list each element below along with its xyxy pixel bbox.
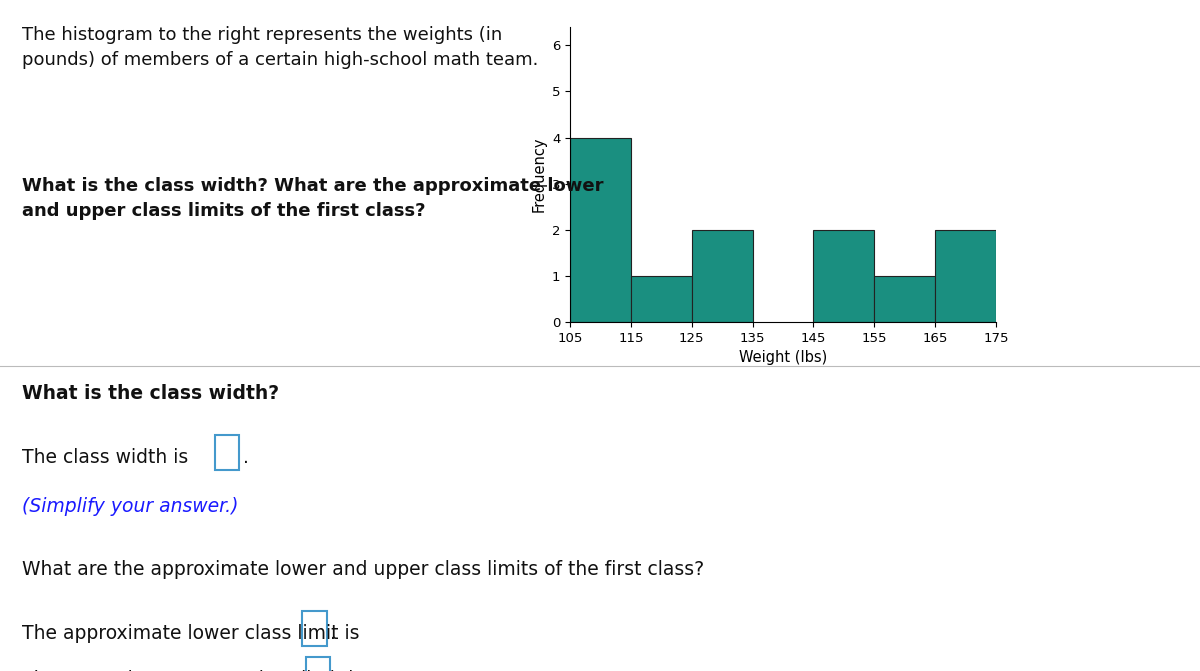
FancyBboxPatch shape	[306, 657, 330, 671]
Text: What is the class width? What are the approximate lower
and upper class limits o: What is the class width? What are the ap…	[22, 176, 604, 219]
Text: .: .	[242, 448, 248, 467]
Bar	[935, 229, 996, 322]
Text: The approximate upper class limit is: The approximate upper class limit is	[22, 670, 362, 671]
X-axis label: Weight (lbs): Weight (lbs)	[739, 350, 827, 365]
Text: .: .	[330, 624, 336, 643]
Bar	[631, 276, 691, 322]
Y-axis label: Frequency: Frequency	[532, 137, 546, 212]
Bar	[875, 276, 935, 322]
Text: The histogram to the right represents the weights (in
pounds) of members of a ce: The histogram to the right represents th…	[22, 26, 538, 69]
Bar	[570, 138, 631, 322]
Text: What is the class width?: What is the class width?	[22, 384, 278, 403]
Text: The approximate lower class limit is: The approximate lower class limit is	[22, 624, 359, 643]
Text: The class width is: The class width is	[22, 448, 188, 467]
FancyBboxPatch shape	[215, 435, 239, 470]
Text: (Simplify your answer.): (Simplify your answer.)	[22, 497, 238, 516]
Bar	[691, 229, 752, 322]
FancyBboxPatch shape	[302, 611, 326, 646]
Text: .: .	[334, 670, 340, 671]
Bar	[814, 229, 875, 322]
Text: What are the approximate lower and upper class limits of the first class?: What are the approximate lower and upper…	[22, 560, 703, 580]
